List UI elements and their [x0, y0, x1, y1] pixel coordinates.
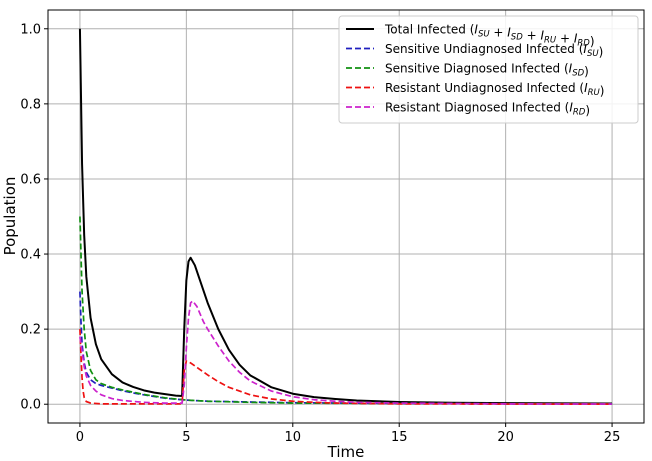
legend-label: Resistant Undiagnosed Infected (IRU): [385, 81, 604, 98]
legend: Total Infected (ISU + ISD + IRU + IRD)Se…: [338, 15, 639, 124]
legend-label: Sensitive Diagnosed Infected (ISD): [385, 62, 589, 79]
plot-frame: [47, 9, 645, 424]
series-line-3: [79, 216, 613, 405]
legend-label: Resistant Diagnosed Infected (IRD): [385, 101, 590, 118]
y-tick-label: 0.2: [20, 323, 41, 338]
legend-label: Sensitive Undiagnosed Infected (ISU): [385, 42, 603, 59]
x-tick-label: 25: [604, 430, 621, 445]
series-line-2: [79, 291, 613, 405]
y-tick-label: 0.4: [20, 248, 41, 263]
x-tick-label: 15: [391, 430, 408, 445]
legend-box: [338, 15, 639, 124]
y-axis-label: Population: [1, 177, 19, 256]
y-tick-label: 0.8: [20, 97, 41, 112]
y-tick-label: 0.6: [20, 172, 41, 187]
tick-layer: 0 5 10 15 20 25 0.0 0.2 0.4 0.6 0.8 1.0: [20, 22, 620, 445]
x-tick-label: 10: [285, 430, 302, 445]
y-tick-label: 0.0: [20, 398, 41, 413]
series-line-5: [79, 300, 613, 405]
series-layer: [78, 28, 613, 405]
x-tick-label: 0: [76, 430, 84, 445]
x-tick-label: 20: [497, 430, 514, 445]
series-line-1: [78, 28, 613, 405]
x-tick-label: 5: [182, 430, 190, 445]
x-axis-label: Time: [327, 443, 365, 461]
series-line-4: [79, 329, 613, 405]
legend-label: Total Infected (ISU + ISD + IRU + IRD): [384, 23, 595, 49]
y-tick-label: 1.0: [20, 22, 41, 37]
